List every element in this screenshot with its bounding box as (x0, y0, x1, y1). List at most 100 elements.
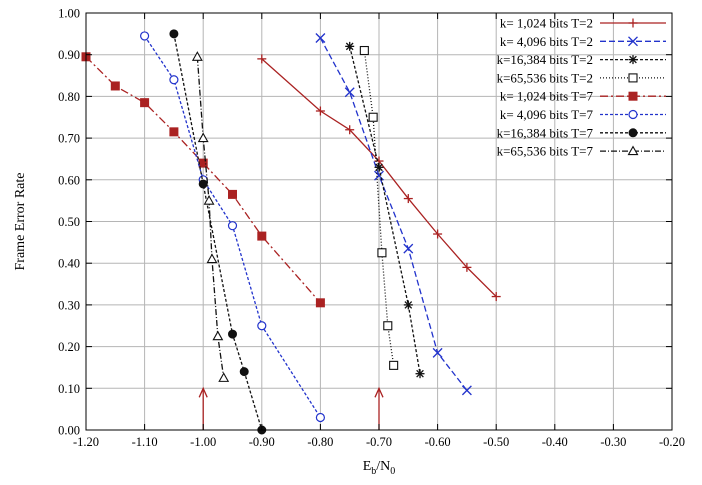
data-point (257, 321, 267, 331)
legend-label: k=16,384 bits T=7 (497, 125, 594, 140)
legend-item: k=65,536 bits T=7 (497, 144, 666, 159)
series-7 (169, 29, 267, 435)
legend-label: k=65,536 bits T=2 (497, 70, 593, 85)
x-tick-label: -1.10 (132, 435, 158, 449)
data-point (389, 360, 399, 370)
legend-label: k= 1,024 bits T=7 (500, 89, 594, 104)
data-point (228, 329, 237, 339)
y-tick-label: 0.10 (58, 382, 80, 396)
y-axis-label: Frame Error Rate (13, 173, 28, 271)
legend-item: k=16,384 bits T=7 (497, 125, 666, 140)
x-tick-label: -1.00 (190, 435, 216, 449)
x-axis-label-sub-b: b (371, 466, 376, 477)
legend-item: k=65,536 bits T=2 (497, 70, 666, 85)
data-point (315, 33, 326, 43)
data-point (433, 229, 443, 239)
data-point (628, 128, 638, 138)
data-point (140, 98, 150, 108)
x-axis-label-mid: /N (376, 459, 390, 474)
data-point (345, 41, 355, 51)
legend: k= 1,024 bits T=2 k= 4,096 bits T=2 k=16,3… (497, 16, 666, 159)
x-tick-label: -0.40 (542, 435, 568, 449)
data-point (315, 298, 325, 308)
data-point (315, 106, 325, 116)
series-6 (140, 31, 325, 423)
x-tick-label: -0.90 (249, 435, 275, 449)
legend-item: k= 4,096 bits T=2 (500, 34, 666, 49)
legend-item: k= 4,096 bits T=7 (500, 107, 666, 122)
legend-label: k= 1,024 bits T=2 (500, 16, 593, 31)
data-point (432, 347, 443, 358)
series-line (85, 56, 321, 304)
data-point (198, 158, 208, 168)
data-point (628, 36, 638, 47)
data-point (491, 292, 501, 302)
series-line (261, 58, 497, 298)
series-line (196, 56, 225, 378)
data-point (257, 54, 267, 64)
data-point (239, 367, 249, 377)
data-point (627, 145, 639, 156)
data-point (257, 231, 267, 241)
series-3 (345, 41, 425, 379)
legend-label: k=16,384 bits T=2 (497, 52, 593, 67)
threshold-arrow (198, 386, 208, 430)
threshold-arrow (374, 386, 384, 430)
data-point (169, 29, 179, 39)
data-point (628, 73, 638, 83)
data-point (197, 132, 209, 143)
y-tick-label: 0.70 (58, 132, 80, 146)
data-point (198, 179, 208, 189)
legend-item: k= 1,024 bits T=7 (500, 89, 666, 104)
data-point (344, 87, 355, 98)
series-line (319, 37, 468, 391)
series-4 (359, 45, 399, 370)
data-point (206, 253, 218, 264)
data-point (218, 372, 230, 382)
data-point (212, 330, 224, 341)
data-point (228, 189, 237, 199)
data-point (110, 81, 120, 91)
x-tick-label: -0.70 (366, 435, 392, 449)
x-tick-label: -0.50 (483, 435, 509, 449)
x-axis-label: Eb/N0 (363, 459, 396, 477)
data-point (628, 91, 638, 101)
legend-label: k= 4,096 bits T=7 (500, 107, 594, 122)
series-line (173, 33, 263, 431)
data-point (140, 31, 150, 41)
x-tick-label: -1.20 (73, 435, 99, 449)
data-point (359, 45, 369, 56)
data-point (462, 262, 472, 272)
series-line (349, 46, 421, 374)
data-point (345, 125, 355, 135)
y-tick-label: 0.50 (58, 215, 80, 229)
data-point (377, 248, 387, 258)
data-point (403, 300, 413, 310)
data-point (383, 321, 393, 331)
data-point (415, 369, 425, 379)
y-tick-label: 0.20 (58, 340, 80, 354)
data-point (374, 162, 384, 172)
annotation-arrows (198, 386, 384, 430)
series-layer (81, 29, 501, 435)
data-point (628, 55, 638, 65)
x-tick-label: -0.30 (600, 435, 626, 449)
data-point (628, 18, 638, 28)
x-tick-label: -0.60 (425, 435, 451, 449)
x-axis-label-base: E (363, 459, 372, 474)
y-tick-label: 0.60 (58, 173, 80, 187)
y-tick-label: 0.80 (58, 90, 80, 104)
x-axis-label-sub-0: 0 (390, 466, 395, 477)
data-point (628, 109, 638, 120)
legend-item: k= 1,024 bits T=2 (500, 16, 666, 31)
series-2 (315, 33, 472, 396)
y-tick-label: 0.30 (58, 298, 80, 312)
data-point (315, 412, 325, 423)
x-tick-label: -0.80 (307, 435, 333, 449)
legend-label: k=65,536 bits T=7 (497, 144, 594, 159)
data-point (461, 385, 472, 396)
x-tick-label: -0.20 (659, 435, 685, 449)
data-point (169, 75, 179, 85)
legend-label: k= 4,096 bits T=2 (500, 34, 593, 49)
